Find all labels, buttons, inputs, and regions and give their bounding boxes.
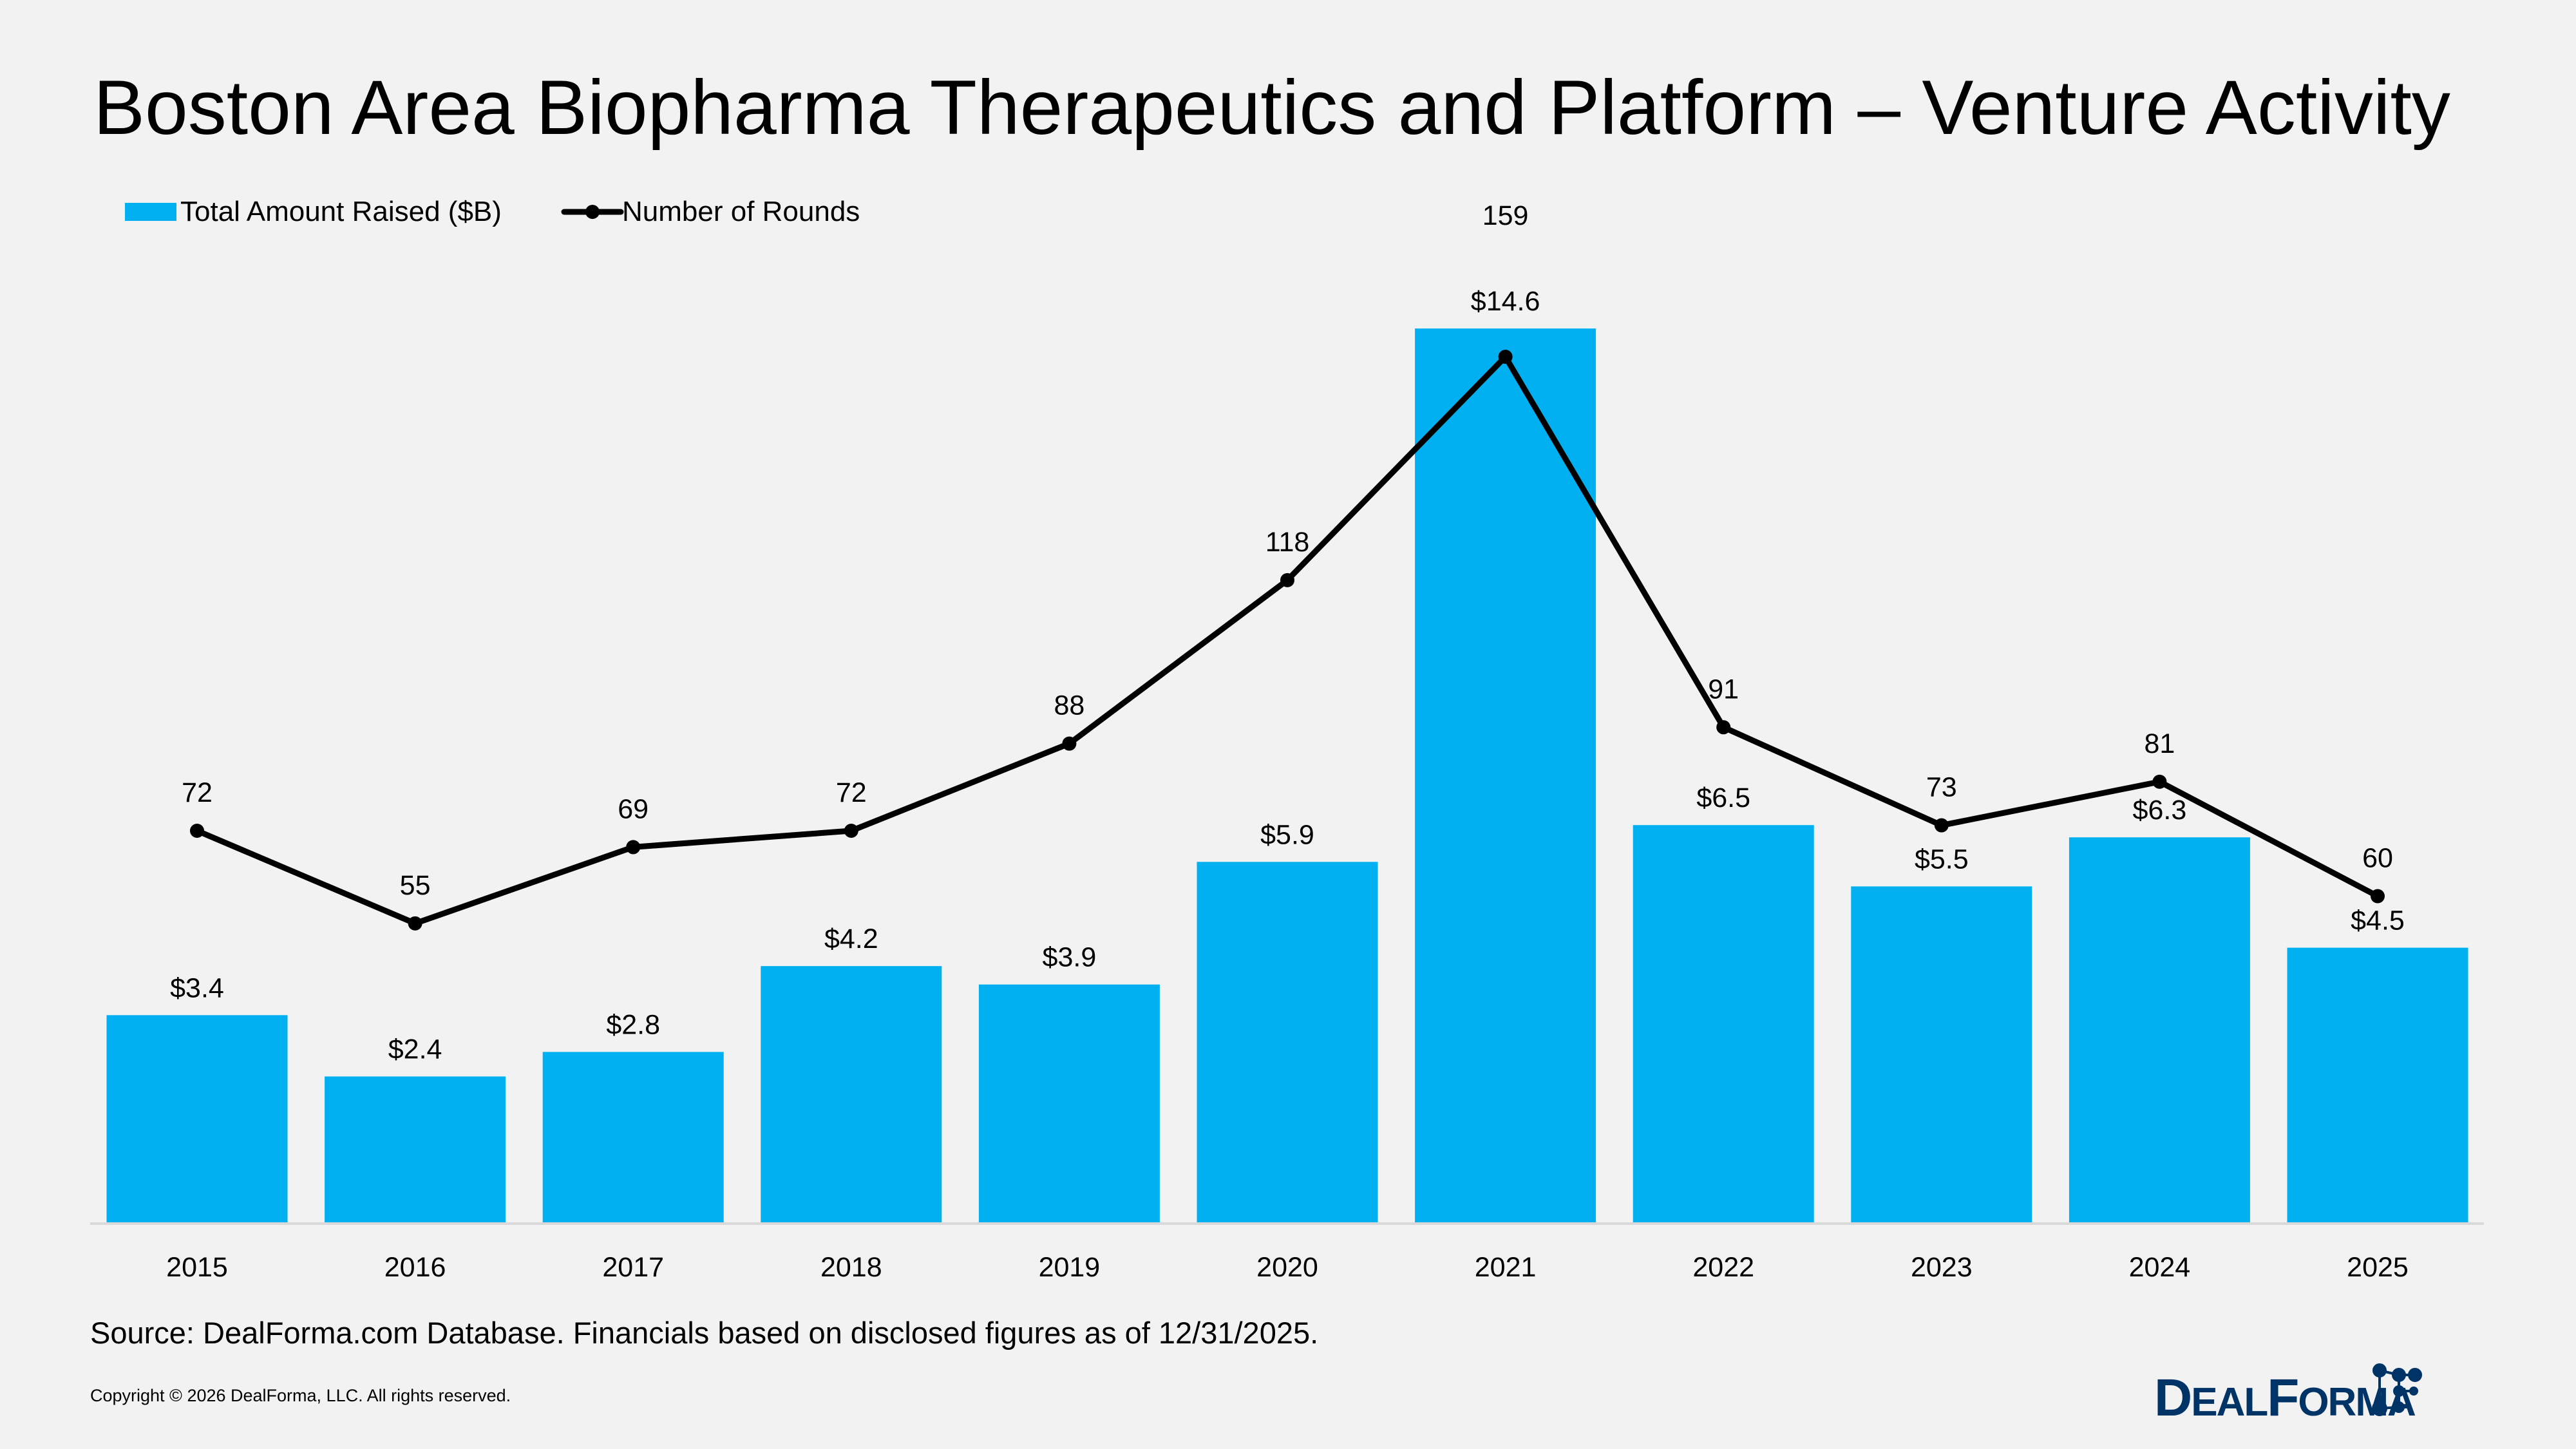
bar-label-2020: $5.9: [1260, 819, 1314, 850]
bar-2016: [325, 1076, 506, 1224]
rounds-label-2018: 72: [836, 777, 867, 808]
bar-label-2022: $6.5: [1696, 782, 1750, 813]
x-tick-label-2016: 2016: [384, 1252, 446, 1283]
rounds-label-2022: 91: [1708, 674, 1739, 705]
bar-2015: [106, 1015, 288, 1224]
rounds-label-2023: 73: [1926, 772, 1957, 803]
rounds-label-2024: 81: [2144, 728, 2175, 759]
bar-2024: [2069, 837, 2250, 1224]
rounds-marker-2023: [1934, 818, 1949, 833]
bar-label-2017: $2.8: [606, 1009, 660, 1040]
x-tick-label-2015: 2015: [166, 1252, 228, 1283]
x-tick-label-2022: 2022: [1692, 1252, 1754, 1283]
x-tick-label-2023: 2023: [1911, 1252, 1973, 1283]
bar-2021: [1415, 328, 1596, 1224]
rounds-label-2015: 72: [182, 777, 213, 808]
bar-label-2019: $3.9: [1043, 942, 1097, 973]
bar-label-2024: $6.3: [2133, 795, 2187, 826]
source-note: Source: DealForma.com Database. Financia…: [90, 1316, 1318, 1350]
x-tick-label-2025: 2025: [2347, 1252, 2409, 1283]
rounds-label-2016: 55: [400, 870, 431, 901]
bar-label-2015: $3.4: [170, 972, 224, 1003]
chart-title: Boston Area Biopharma Therapeutics and P…: [93, 64, 2450, 151]
rounds-label-2021: 159: [1482, 200, 1529, 231]
x-tick-label-2021: 2021: [1475, 1252, 1537, 1283]
rounds-marker-2020: [1280, 573, 1294, 587]
x-tick-label-2019: 2019: [1039, 1252, 1101, 1283]
rounds-label-2025: 60: [2362, 843, 2393, 874]
rounds-label-2019: 88: [1054, 690, 1084, 721]
rounds-marker-2025: [2371, 889, 2385, 904]
bar-label-2021: $14.6: [1471, 286, 1540, 317]
rounds-marker-2016: [408, 916, 422, 931]
copyright-note: Copyright © 2026 DealForma, LLC. All rig…: [90, 1386, 511, 1405]
bar-2017: [542, 1052, 724, 1224]
bar-2023: [1851, 886, 2032, 1224]
legend: Total Amount Raised ($B) Number of Round…: [125, 196, 860, 227]
rounds-label-2017: 69: [618, 793, 649, 824]
rounds-marker-2021: [1498, 350, 1513, 364]
legend-swatch-amount: [125, 203, 176, 221]
bar-2018: [761, 966, 942, 1224]
rounds-label-2020: 118: [1265, 527, 1310, 558]
rounds-marker-2024: [2152, 774, 2167, 789]
bar-label-2018: $4.2: [824, 923, 878, 954]
x-tick-label-2024: 2024: [2129, 1252, 2191, 1283]
rounds-marker-2019: [1062, 736, 1077, 751]
bar-label-2025: $4.5: [2351, 905, 2405, 936]
legend-label-rounds: Number of Rounds: [622, 196, 860, 227]
bar-2019: [978, 984, 1160, 1224]
legend-swatch-rounds-marker: [585, 205, 600, 219]
bar-label-2023: $5.5: [1915, 844, 1969, 875]
rounds-marker-2017: [626, 840, 641, 855]
x-tick-label-2020: 2020: [1256, 1252, 1318, 1283]
rounds-marker-2022: [1716, 720, 1731, 735]
bar-label-2016: $2.4: [388, 1034, 442, 1065]
rounds-marker-2018: [844, 824, 858, 838]
rounds-marker-2015: [190, 824, 204, 838]
legend-label-amount: Total Amount Raised ($B): [180, 196, 502, 227]
bar-2025: [2287, 947, 2468, 1224]
x-tick-label-2018: 2018: [820, 1252, 882, 1283]
bar-2020: [1197, 862, 1378, 1224]
bar-2022: [1633, 825, 1814, 1224]
x-tick-label-2017: 2017: [602, 1252, 664, 1283]
